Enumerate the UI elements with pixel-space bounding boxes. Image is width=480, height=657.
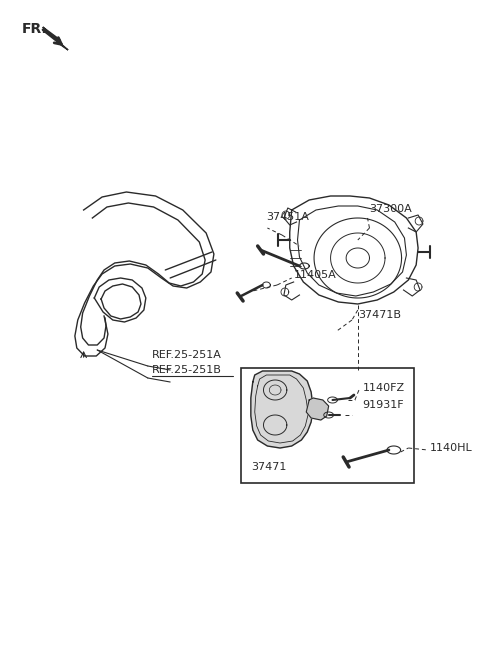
Text: 37300A: 37300A (370, 204, 412, 214)
Text: 91931F: 91931F (363, 400, 404, 410)
Text: FR.: FR. (22, 22, 47, 36)
Text: REF.25-251B: REF.25-251B (152, 365, 222, 375)
Text: REF.25-251A: REF.25-251A (152, 350, 222, 360)
Bar (241, 368, 414, 483)
Text: 37471: 37471 (251, 462, 286, 472)
Polygon shape (251, 371, 313, 448)
Polygon shape (306, 398, 329, 420)
Text: 37451A: 37451A (266, 212, 309, 222)
Text: 11405A: 11405A (294, 270, 336, 280)
Text: 37471B: 37471B (358, 310, 401, 320)
Text: 1140HL: 1140HL (430, 443, 472, 453)
Text: 1140FZ: 1140FZ (363, 383, 405, 393)
Polygon shape (43, 27, 68, 50)
